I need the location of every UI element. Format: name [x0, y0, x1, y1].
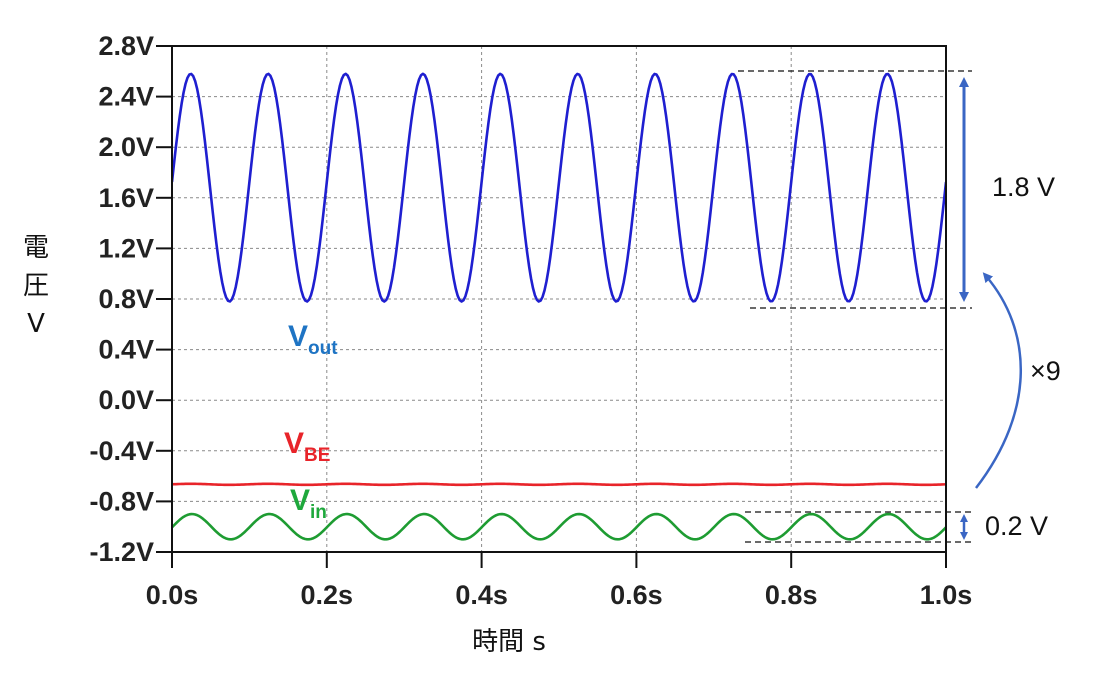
x-tick-label: 0.2s: [301, 580, 354, 610]
y-tick-label: -0.8V: [89, 486, 154, 516]
y-tick-label: 1.6V: [98, 183, 154, 213]
vin-label-sub: in: [310, 502, 327, 523]
vout-label: Vout: [288, 320, 338, 359]
x-tick-label: 0.0s: [146, 580, 199, 610]
vout-swing-text: 1.8 V: [992, 172, 1055, 202]
series-lines: [172, 72, 946, 541]
y-axis-ticks: 2.8V 2.4V 2.0V 1.6V 1.2V 0.8V 0.4V 0.0V -0.4V -0.…: [89, 31, 172, 567]
vout-label-sub: out: [308, 338, 338, 359]
y-tick-label: -1.2V: [89, 537, 154, 567]
vout-line: [172, 72, 946, 303]
x-tick-label: 0.8s: [765, 580, 818, 610]
y-tick-label: -0.4V: [89, 436, 154, 466]
gain-arc-arrow: [975, 272, 1022, 489]
y-tick-label: 0.4V: [98, 335, 154, 365]
y-tick-label: 2.0V: [98, 132, 154, 162]
y-axis-label-line3: V: [27, 309, 45, 339]
x-tick-label: 0.4s: [455, 580, 508, 610]
vin-swing-text: 0.2 V: [985, 511, 1048, 541]
vin-line: [172, 512, 946, 541]
y-tick-label: 2.8V: [98, 31, 154, 61]
grid-lines: [172, 46, 946, 552]
x-tick-label: 0.6s: [610, 580, 663, 610]
vbe-line: [172, 482, 946, 487]
x-axis-label: 時間 s: [472, 627, 546, 657]
y-tick-label: 0.0V: [98, 385, 154, 415]
y-tick-label: 0.8V: [98, 284, 154, 314]
y-tick-label: 1.2V: [98, 233, 154, 263]
vin-label-main: V: [290, 484, 310, 517]
x-axis-ticks: 0.0s 0.2s 0.4s 0.6s 0.8s 1.0s: [146, 552, 973, 610]
vbe-label: VBE: [284, 427, 330, 466]
vout-label-main: V: [288, 320, 308, 353]
vbe-label-sub: BE: [304, 445, 330, 466]
x-tick-label: 1.0s: [920, 580, 973, 610]
y-axis-label-line2: 圧: [23, 271, 49, 301]
gain-text: ×9: [1030, 356, 1061, 386]
vbe-label-main: V: [284, 427, 304, 460]
y-axis-label-line1: 電: [23, 233, 49, 263]
y-tick-label: 2.4V: [98, 82, 154, 112]
vin-label: Vin: [290, 484, 327, 523]
